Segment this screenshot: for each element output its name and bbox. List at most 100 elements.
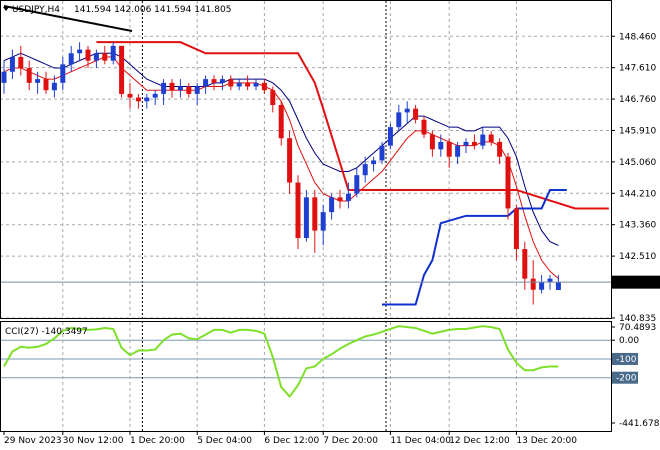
- time-axis: 29 Nov 2023 30 Nov 12:00 1 Dec 20:00 5 Dec …: [3, 431, 577, 446]
- cci-panel-bg: [0, 321, 611, 431]
- price-axis: 148.460 147.610 146.760 145.910 145.060 144.2…: [611, 32, 656, 324]
- price-tick-label: 145.060: [619, 158, 656, 168]
- candle-body: [446, 141, 452, 157]
- candle: [539, 274, 545, 294]
- candle-body: [261, 82, 267, 91]
- candle: [85, 45, 91, 69]
- candle: [93, 49, 99, 69]
- candle: [194, 82, 200, 105]
- candle-body: [429, 134, 435, 150]
- time-tick-label: 30 Nov 12:00: [63, 436, 124, 446]
- candle: [396, 104, 402, 131]
- price-panel-frame: [0, 0, 612, 319]
- candle: [177, 79, 183, 98]
- candle-body: [404, 108, 410, 113]
- candle-body: [228, 79, 234, 87]
- candle-body: [60, 64, 66, 83]
- candle-body: [270, 90, 276, 105]
- dropdown-arrow-icon[interactable]: [3, 7, 9, 11]
- candle: [513, 204, 519, 261]
- candle: [253, 79, 259, 91]
- candle: [127, 82, 133, 109]
- candle: [236, 79, 242, 91]
- chart-header: USDJPY,H4 141.594 142.006 141.594 141.80…: [3, 5, 231, 15]
- candle: [26, 60, 32, 91]
- candle: [169, 79, 175, 98]
- candle-body: [161, 82, 167, 94]
- candle-body: [18, 56, 24, 69]
- price-tick-label: 142.510: [619, 252, 656, 262]
- cci-tick-label: 0.00: [619, 336, 639, 346]
- candle: [186, 82, 192, 98]
- candle: [446, 138, 452, 168]
- price-tick-label: 144.210: [619, 189, 656, 199]
- candle-body: [320, 212, 326, 231]
- candle: [312, 189, 318, 253]
- candle-body: [177, 86, 183, 91]
- stop-support-line: [382, 188, 567, 306]
- current-price-box: [612, 275, 660, 289]
- candle: [455, 141, 461, 165]
- symbol-timeframe: USDJPY,H4: [12, 5, 60, 15]
- ohlc-readout: 141.594 142.006 141.594 141.805: [74, 5, 231, 15]
- candle-body: [555, 282, 561, 290]
- candle: [438, 134, 444, 157]
- price-tick-label: 147.610: [619, 64, 656, 74]
- candle: [119, 45, 125, 98]
- cci-level-label: -200: [616, 374, 637, 384]
- time-tick-label: 11 Dec 04:00: [390, 436, 451, 446]
- candle-body: [135, 97, 141, 102]
- candle-body: [127, 93, 133, 98]
- candle-body: [1, 71, 7, 83]
- candle: [245, 75, 251, 91]
- candle: [488, 130, 494, 146]
- candle-body: [278, 104, 284, 139]
- candle: [295, 175, 301, 250]
- candle-body: [371, 160, 377, 165]
- time-tick-label: 12 Dec 12:00: [449, 436, 510, 446]
- time-tick-label: 7 Dec 20:00: [323, 436, 378, 446]
- candle-body: [110, 45, 116, 61]
- time-tick-label: 5 Dec 04:00: [197, 436, 252, 446]
- cci-grid: [0, 339, 611, 379]
- cci-axis: 70.4893 0.00 -441.6789: [611, 323, 660, 429]
- candle-body: [547, 278, 553, 283]
- candle-body: [530, 278, 536, 290]
- candle-body: [9, 56, 15, 72]
- candles: [1, 42, 561, 305]
- cci-level-box: [612, 371, 638, 384]
- candle-body: [522, 249, 528, 279]
- candle: [413, 104, 419, 124]
- candle-body: [203, 79, 209, 87]
- candle-body: [337, 197, 343, 202]
- candle: [463, 138, 469, 154]
- price-tick-label: 148.460: [619, 32, 656, 42]
- candle-body: [413, 108, 419, 120]
- candle-body: [169, 82, 175, 91]
- candle: [329, 193, 335, 220]
- candle: [379, 141, 385, 165]
- candle-body: [312, 197, 318, 231]
- candle: [110, 42, 116, 65]
- time-tick-label: 6 Dec 12:00: [264, 436, 319, 446]
- candle: [68, 45, 74, 72]
- candle-body: [102, 53, 108, 61]
- candle-body: [421, 119, 427, 135]
- candle-body: [93, 53, 99, 61]
- candle: [371, 156, 377, 172]
- candle: [228, 75, 234, 91]
- trendline: [3, 5, 133, 32]
- candle: [505, 153, 511, 220]
- candle: [320, 204, 326, 246]
- candle-body: [68, 53, 74, 65]
- candle: [480, 127, 486, 150]
- candle: [161, 79, 167, 105]
- candle: [51, 75, 57, 98]
- candle: [421, 116, 427, 139]
- candle-body: [186, 86, 192, 94]
- candle-body: [329, 197, 335, 213]
- candle-body: [488, 134, 494, 142]
- candle-body: [245, 82, 251, 87]
- candle-body: [219, 79, 225, 83]
- candle-body: [463, 141, 469, 146]
